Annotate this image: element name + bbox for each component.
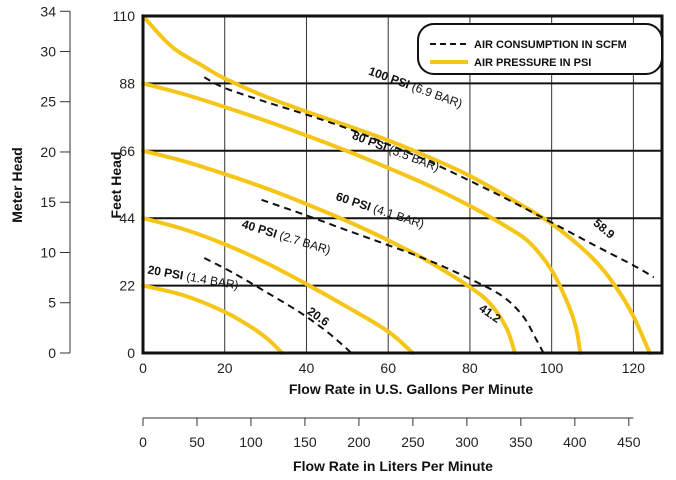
pressure-curve-label: 60 PSI (4.1 BAR) bbox=[334, 189, 426, 231]
legend-consumption-label: AIR CONSUMPTION IN SCFM bbox=[474, 39, 627, 51]
liters-tick-label: 450 bbox=[617, 434, 641, 450]
y-tick-label: 110 bbox=[113, 8, 136, 24]
pressure-curve-label: 40 PSI (2.7 BAR) bbox=[240, 217, 332, 257]
meter-tick-label: 10 bbox=[40, 244, 56, 260]
x-tick-label: 40 bbox=[299, 360, 315, 376]
y-tick-label: 66 bbox=[119, 143, 135, 159]
pressure-curve bbox=[141, 283, 284, 355]
y-axis-title: Feet Head bbox=[108, 152, 124, 219]
consumption-curve bbox=[203, 257, 353, 354]
y-tick-label: 88 bbox=[119, 75, 135, 91]
meter-tick-label: 34 bbox=[40, 3, 56, 19]
meter-tick-label: 0 bbox=[48, 345, 56, 361]
y-tick-label: 0 bbox=[127, 345, 135, 361]
y-tick-label: 44 bbox=[119, 210, 135, 226]
plot-frame bbox=[141, 14, 664, 355]
pressure-curve bbox=[141, 81, 583, 355]
x-tick-label: 60 bbox=[380, 360, 396, 376]
legend: AIR CONSUMPTION IN SCFM AIR PRESSURE IN … bbox=[417, 23, 663, 75]
liters-tick-label: 150 bbox=[293, 434, 317, 450]
psi-value: 20 PSI bbox=[147, 263, 188, 284]
consumption-curve-label: 58.9 bbox=[591, 216, 618, 242]
x-tick-label: 100 bbox=[540, 360, 564, 376]
meter-tick-label: 30 bbox=[40, 43, 56, 59]
liters-tick-label: 50 bbox=[189, 434, 205, 450]
meter-tick-label: 25 bbox=[40, 94, 56, 110]
bar-value: (2.7 BAR) bbox=[278, 228, 332, 257]
x-tick-label: 120 bbox=[622, 360, 646, 376]
pressure-curve bbox=[141, 148, 517, 355]
x-axis-title: Flow Rate in U.S. Gallons Per Minute bbox=[289, 381, 533, 397]
liters-tick-label: 300 bbox=[455, 434, 479, 450]
consumption-curve-label: 41.2 bbox=[476, 301, 503, 326]
series-lines bbox=[141, 14, 655, 355]
liters-tick-label: 0 bbox=[139, 434, 147, 450]
psi-value: 40 PSI bbox=[240, 217, 282, 242]
psi-value: 60 PSI bbox=[334, 189, 376, 214]
legend-box bbox=[417, 23, 663, 75]
liters-tick-label: 250 bbox=[401, 434, 425, 450]
y-secondary-axis-title: Meter Head bbox=[9, 147, 25, 222]
x-tick-label: 0 bbox=[139, 360, 147, 376]
bar-value: (4.1 BAR) bbox=[372, 202, 426, 232]
x-tick-label: 20 bbox=[217, 360, 233, 376]
pressure-curve bbox=[141, 14, 652, 355]
consumption-curve bbox=[203, 76, 655, 279]
liters-tick-label: 200 bbox=[347, 434, 371, 450]
axes: 0 20 40 60 80 100 120 0 22 44 66 88 110 0 5 10 15 20 25 30 3… bbox=[40, 3, 645, 450]
legend-pressure-label: AIR PRESSURE IN PSI bbox=[474, 57, 591, 69]
liters-tick-label: 350 bbox=[509, 434, 533, 450]
liters-tick-label: 100 bbox=[239, 434, 263, 450]
meter-tick-label: 15 bbox=[40, 194, 56, 210]
meter-tick-label: 5 bbox=[48, 295, 56, 311]
consumption-curve bbox=[261, 198, 545, 354]
liters-tick-label: 400 bbox=[563, 434, 587, 450]
pressure-curve bbox=[141, 216, 415, 355]
x-secondary-axis-title: Flow Rate in Liters Per Minute bbox=[293, 458, 493, 474]
y-tick-label: 22 bbox=[119, 278, 135, 294]
x-tick-label: 80 bbox=[462, 360, 478, 376]
psi-value: 100 PSI bbox=[367, 64, 415, 93]
meter-tick-label: 20 bbox=[40, 144, 56, 160]
